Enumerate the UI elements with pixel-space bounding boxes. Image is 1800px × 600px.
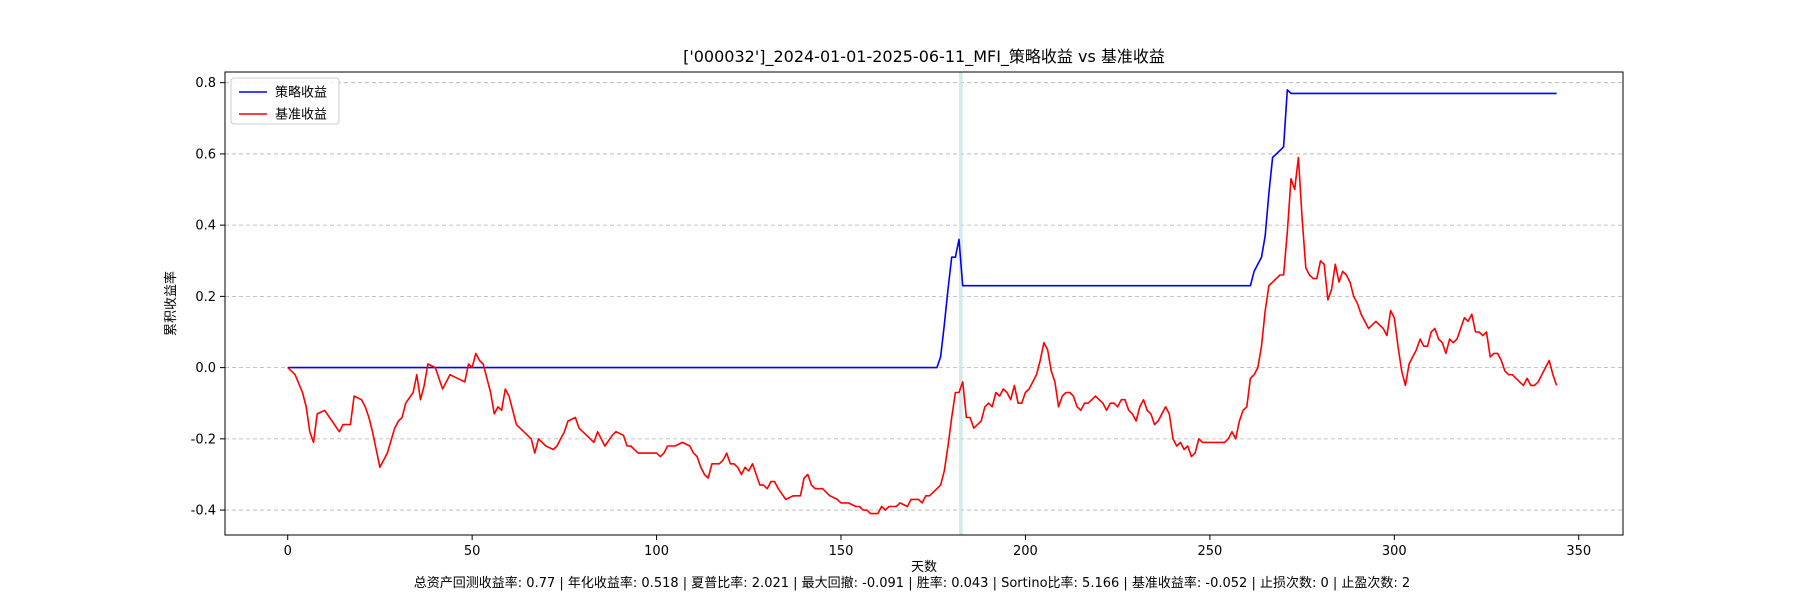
highlight-band bbox=[959, 72, 963, 535]
legend-label-strategy: 策略收益 bbox=[275, 85, 327, 101]
x-tick-label: 50 bbox=[464, 544, 481, 559]
x-tick-label: 300 bbox=[1382, 544, 1407, 559]
series-layer bbox=[287, 89, 1558, 515]
plot-frame bbox=[224, 71, 1624, 536]
y-tick-label: -0.4 bbox=[191, 504, 216, 519]
highlight-band-layer bbox=[959, 72, 963, 535]
backtest-summary: 总资产回测收益率: 0.77 | 年化收益率: 0.518 | 夏普比率: 2.… bbox=[414, 575, 1410, 591]
legend-box bbox=[230, 77, 340, 125]
legend-label-benchmark: 基准收益 bbox=[275, 108, 327, 123]
legend: 策略收益 基准收益 bbox=[230, 77, 340, 125]
x-tick-label: 200 bbox=[1013, 544, 1038, 559]
strategy-return-line bbox=[287, 89, 1557, 369]
x-tick-label: 350 bbox=[1566, 544, 1591, 559]
y-axis-label: 累积收益率 bbox=[163, 271, 179, 336]
y-tick-label: 0.6 bbox=[195, 147, 216, 162]
x-tick-label: 100 bbox=[644, 544, 669, 559]
x-tick-label: 250 bbox=[1197, 544, 1222, 559]
x-axis-ticks: 0 50 100 150 200 250 300 350 bbox=[284, 535, 1591, 559]
y-tick-label: 0.8 bbox=[195, 76, 216, 91]
y-axis-ticks: -0.4 -0.2 0.0 0.2 0.4 0.6 0.8 bbox=[191, 76, 225, 519]
benchmark-return-line bbox=[287, 156, 1558, 515]
y-tick-label: -0.2 bbox=[191, 432, 216, 447]
y-tick-label: 0.2 bbox=[195, 290, 216, 305]
x-tick-label: 0 bbox=[284, 544, 292, 559]
y-tick-label: 0.0 bbox=[195, 361, 216, 376]
y-tick-label: 0.4 bbox=[195, 219, 216, 234]
x-tick-label: 150 bbox=[829, 544, 854, 559]
chart-title: ['000032']_2024-01-01-2025-06-11_MFI_策略收… bbox=[683, 47, 1165, 67]
x-axis-label: 天数 bbox=[911, 560, 937, 575]
